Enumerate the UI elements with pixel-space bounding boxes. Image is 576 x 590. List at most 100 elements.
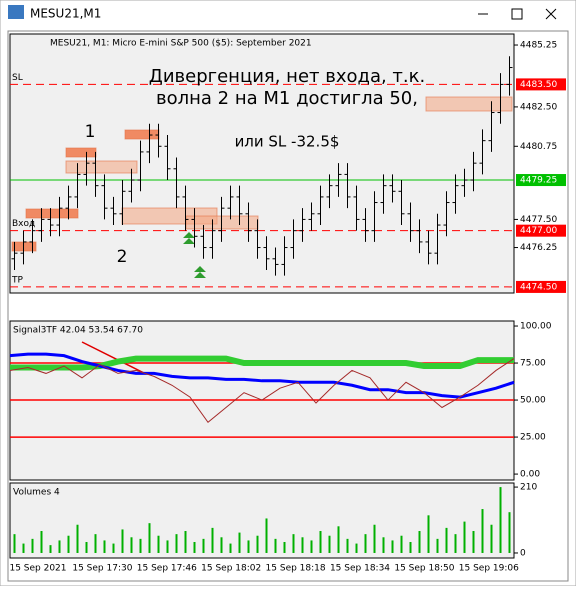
y-tick-label: 4485.25 bbox=[520, 41, 557, 51]
annotation: 2 bbox=[117, 247, 128, 267]
volume-bar bbox=[274, 538, 277, 553]
x-tick-label: 15 Sep 17:46 bbox=[137, 564, 197, 574]
volume-bar bbox=[409, 541, 412, 553]
volume-bar bbox=[481, 509, 484, 553]
volume-bar bbox=[283, 541, 286, 553]
volume-bar bbox=[499, 487, 502, 553]
indicator-line bbox=[9, 352, 515, 399]
x-tick-label: 15 Sep 18:18 bbox=[266, 564, 326, 574]
volume-bar bbox=[463, 521, 466, 553]
y-tick-label: 0 bbox=[520, 548, 526, 558]
volume-bar bbox=[193, 541, 196, 553]
up-arrow bbox=[183, 232, 195, 244]
window-controls[interactable] bbox=[478, 8, 557, 20]
volume-bar bbox=[238, 532, 241, 553]
volume-bar bbox=[319, 531, 322, 553]
volume-bar bbox=[85, 541, 88, 553]
volume-bar bbox=[49, 545, 52, 553]
zone bbox=[65, 160, 138, 174]
volume-bar bbox=[121, 529, 124, 553]
volume-bar bbox=[67, 535, 70, 553]
volume-bar bbox=[436, 538, 439, 553]
volume-bar bbox=[130, 537, 133, 553]
volume-bar bbox=[76, 524, 79, 553]
volume-bar bbox=[292, 534, 295, 553]
level-label: 4479.25 bbox=[520, 176, 557, 186]
indicator-line bbox=[10, 355, 514, 371]
x-tick-label: 15 Sep 18:34 bbox=[330, 564, 390, 574]
volume-bar bbox=[58, 540, 61, 553]
volume-bar bbox=[94, 534, 97, 553]
volume-bar bbox=[229, 543, 232, 553]
volume-bar bbox=[337, 526, 340, 553]
annotation: волна 2 на М1 достигла 50, bbox=[156, 88, 418, 109]
maximize[interactable] bbox=[511, 8, 523, 20]
volume-bar bbox=[364, 534, 367, 553]
x-tick-label: 15 Sep 18:50 bbox=[394, 564, 454, 574]
volume-bar bbox=[175, 534, 178, 553]
x-tick-label: 15 Sep 19:06 bbox=[459, 564, 519, 574]
volume-header: Volumes 4 bbox=[13, 488, 60, 498]
y-tick-label: 4482.50 bbox=[520, 102, 557, 112]
level-label-bg bbox=[516, 174, 566, 187]
x-tick-label: 15 Sep 2021 bbox=[9, 564, 66, 574]
indicator-header: Signal3TF 42.04 53.54 67.70 bbox=[13, 326, 143, 336]
volume-bar bbox=[13, 534, 16, 553]
volume-bar bbox=[472, 531, 475, 553]
volume-bar bbox=[220, 537, 223, 553]
up-arrow bbox=[194, 266, 206, 278]
level-label: 4483.50 bbox=[520, 80, 557, 90]
annotation: Дивергенция, нет входа, т.к. bbox=[149, 66, 425, 87]
level-name: TP bbox=[11, 275, 23, 285]
zone bbox=[124, 129, 160, 140]
window-title: MESU21,M1 bbox=[30, 7, 101, 21]
volume-bar bbox=[184, 531, 187, 553]
zone bbox=[65, 147, 97, 158]
annotation: 1 bbox=[85, 122, 96, 142]
volume-bar bbox=[391, 540, 394, 553]
volume-bar bbox=[211, 527, 214, 553]
volume-bar bbox=[139, 538, 142, 553]
volume-bar bbox=[427, 515, 430, 553]
volume-pane bbox=[9, 482, 515, 559]
divergence-line bbox=[81, 341, 147, 375]
x-tick-label: 15 Sep 18:02 bbox=[201, 564, 261, 574]
level-label-bg bbox=[516, 280, 566, 293]
volume-bar bbox=[373, 524, 376, 553]
volume-bar bbox=[382, 537, 385, 553]
volume-bar bbox=[418, 531, 421, 553]
level-label-bg bbox=[516, 224, 566, 237]
x-tick-label: 15 Sep 17:30 bbox=[72, 564, 132, 574]
volume-bar bbox=[490, 524, 493, 553]
volume-bar bbox=[247, 540, 250, 553]
level-label: 4474.50 bbox=[520, 282, 557, 292]
y-tick-label: 4480.75 bbox=[520, 142, 557, 152]
volume-bar bbox=[256, 535, 259, 553]
volume-bar bbox=[355, 543, 358, 553]
close[interactable] bbox=[545, 8, 557, 20]
volume-bar bbox=[400, 535, 403, 553]
volume-bar bbox=[40, 531, 43, 553]
volume-bar bbox=[445, 527, 448, 553]
arrows bbox=[183, 232, 206, 278]
volume-bar bbox=[22, 543, 25, 553]
volume-bar bbox=[301, 537, 304, 553]
y-tick-label: 100.00 bbox=[520, 322, 552, 332]
volume-bar bbox=[328, 535, 331, 553]
volume-bar bbox=[508, 512, 511, 553]
level-label-bg bbox=[516, 78, 566, 91]
y-tick-label: 75.00 bbox=[520, 359, 546, 369]
window-icon bbox=[8, 5, 24, 19]
level-name: Вход bbox=[12, 219, 35, 229]
y-tick-label: 4476.25 bbox=[520, 243, 557, 253]
volume-bar bbox=[148, 523, 151, 553]
volume-bar bbox=[310, 540, 313, 553]
zone bbox=[425, 96, 513, 112]
y-tick-label: 210 bbox=[520, 483, 537, 493]
volume-bar bbox=[31, 538, 34, 553]
level-label: 4477.00 bbox=[520, 226, 557, 236]
volume-bar bbox=[166, 540, 169, 553]
volume-bar bbox=[157, 535, 160, 553]
volume-bar bbox=[103, 540, 106, 553]
